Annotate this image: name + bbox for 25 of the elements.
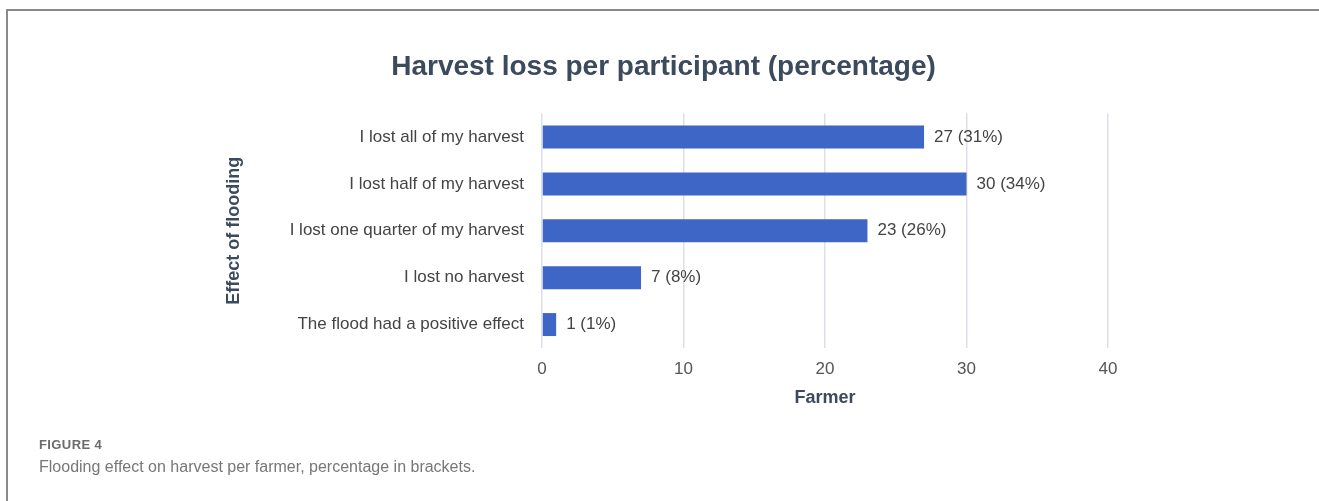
y-tick-label: I lost no harvest (403, 267, 525, 287)
y-tick-label: I lost half of my harvest (349, 173, 525, 193)
x-tick-label: 30 (957, 358, 976, 378)
y-tick-label: The flood had a positive effect (297, 314, 525, 334)
bar (542, 172, 967, 196)
bar (542, 313, 557, 337)
x-tick-label: 0 (537, 358, 547, 378)
x-axis-title: Farmer (794, 387, 856, 408)
bar (542, 219, 868, 243)
x-tick-label: 40 (1098, 358, 1118, 378)
caption: FIGURE 4 (39, 437, 104, 452)
y-tick-label: I lost all of my harvest (359, 126, 525, 146)
data-label: 30 (34%) (976, 173, 1046, 193)
y-tick-label: I lost one quarter of my harvest (289, 220, 525, 240)
bar (542, 125, 925, 149)
bar (542, 266, 642, 290)
y-axis-title: Effect of flooding (222, 156, 243, 305)
data-label: 7 (8%) (651, 267, 702, 287)
text: Flooding effect on harvest per farmer, percentage in brackets. (39, 458, 476, 476)
data-label: 27 (31%) (934, 126, 1004, 146)
data-label: 23 (26%) (877, 220, 947, 240)
x-tick-label: 20 (815, 358, 835, 378)
data-label: 1 (1%) (566, 314, 617, 334)
chart-title: Harvest loss per participant (percentage) (391, 49, 936, 81)
x-tick-label: 10 (674, 358, 693, 378)
